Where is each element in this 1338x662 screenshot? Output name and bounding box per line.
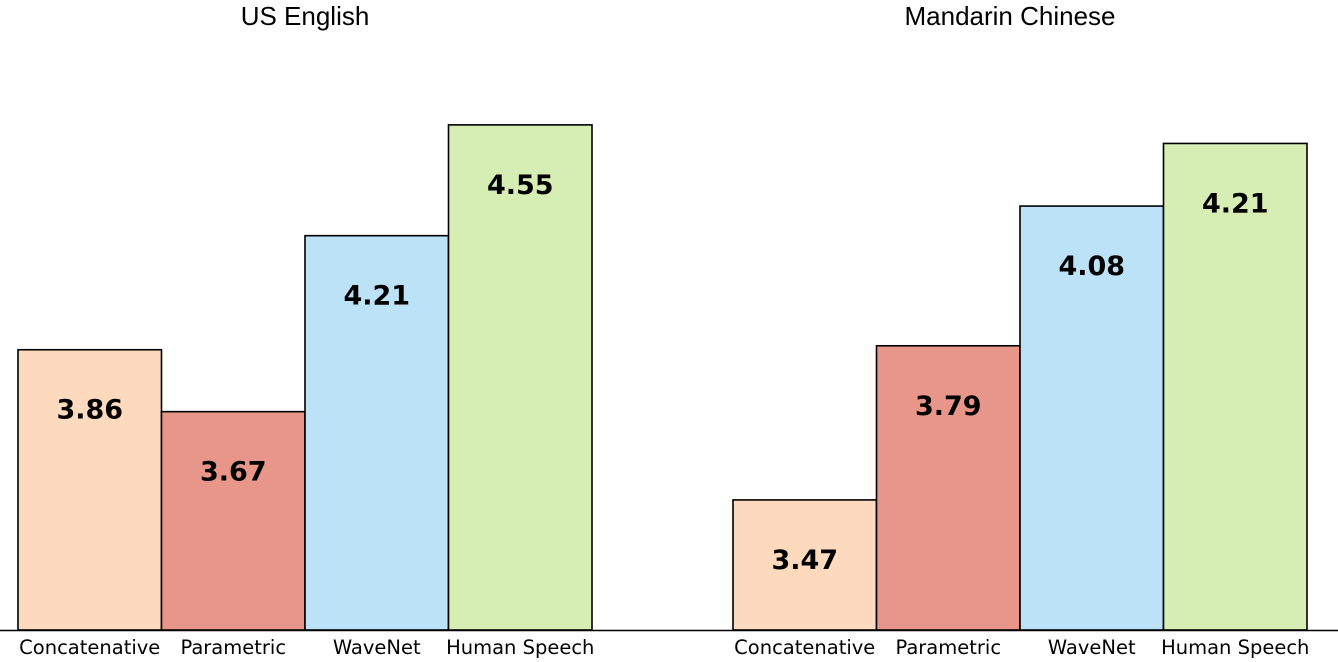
mandarin-chinese-panel: Mandarin Chinese 3.47 Concatenative 3.79 Pa… [732, 1, 1309, 659]
mandarin-chinese-wavenet-tick-label: WaveNet [1048, 636, 1136, 659]
us-english-human-speech-value-label: 4.55 [487, 170, 554, 201]
us-english-wavenet-value-label: 4.21 [343, 281, 410, 312]
us-english-parametric-bar [160, 410, 306, 631]
us-english-wavenet-tick-label: WaveNet [333, 636, 421, 659]
mandarin-chinese-human-speech-tick-label: Human Speech [1161, 636, 1309, 659]
us-english-title: US English [241, 1, 370, 31]
us-english-concatenative-bar [17, 348, 163, 631]
us-english-concatenative-value-label: 3.86 [56, 395, 123, 426]
mandarin-chinese-concatenative-value-label: 3.47 [771, 545, 838, 576]
mandarin-chinese-parametric-bar [875, 344, 1021, 631]
mandarin-chinese-concatenative-tick-label: Concatenative [734, 636, 875, 659]
us-english-concatenative-tick-label: Concatenative [19, 636, 160, 659]
mandarin-chinese-wavenet-bar [1019, 205, 1165, 631]
mandarin-chinese-human-speech-bar [1162, 142, 1308, 631]
us-english-wavenet-bar [304, 234, 450, 631]
mandarin-chinese-wavenet-value-label: 4.08 [1058, 251, 1125, 282]
us-english-human-speech-tick-label: Human Speech [446, 636, 594, 659]
us-english-parametric-tick-label: Parametric [180, 636, 286, 659]
mandarin-chinese-parametric-value-label: 3.79 [915, 391, 982, 422]
us-english-parametric-value-label: 3.67 [200, 457, 267, 488]
us-english-panel: US English 3.86 Concatenative 3.67 Parametr… [17, 1, 594, 659]
mandarin-chinese-parametric-tick-label: Parametric [895, 636, 1001, 659]
mandarin-chinese-concatenative-bar [732, 499, 878, 631]
mandarin-chinese-human-speech-value-label: 4.21 [1202, 188, 1269, 219]
us-english-human-speech-bar [447, 124, 593, 631]
mandarin-chinese-title: Mandarin Chinese [904, 1, 1115, 31]
